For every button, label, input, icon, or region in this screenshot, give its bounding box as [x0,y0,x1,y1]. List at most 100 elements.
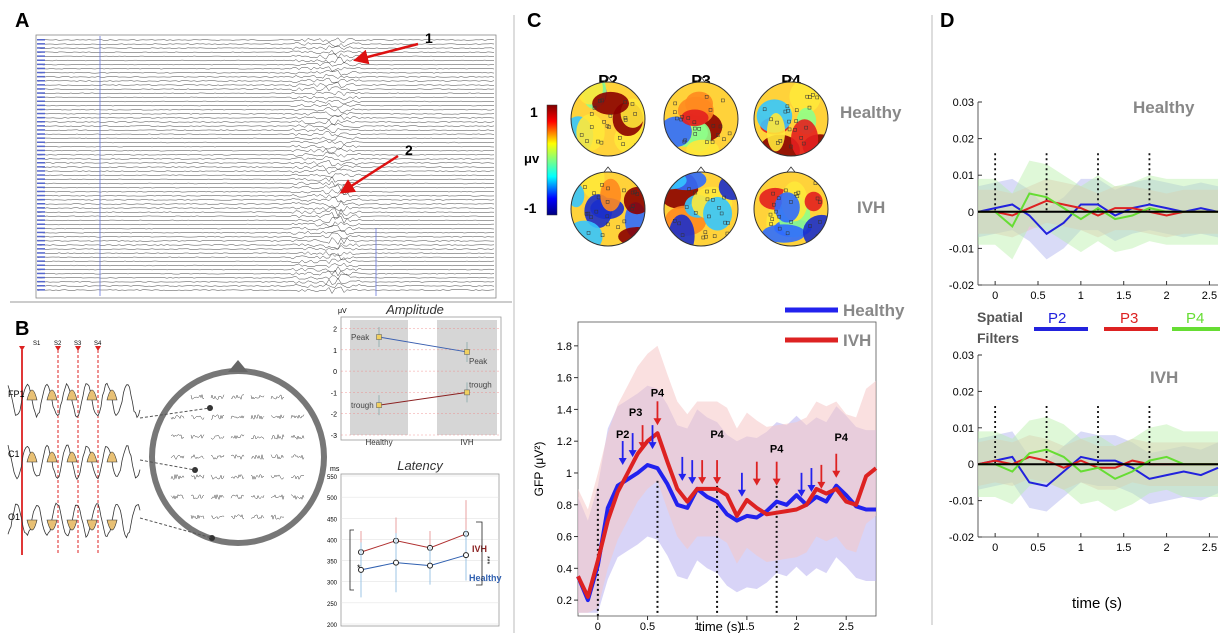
eeg-channel-tag [37,280,45,283]
topo-electrode [716,133,720,137]
latency-point [358,566,364,573]
topo-electrode [680,115,684,119]
eeg-trace [38,111,495,118]
filters-ytick: 0.01 [953,423,974,435]
gfp-peak-label: P4 [710,429,724,441]
topo-outline [663,171,739,247]
eeg-channel-tag [37,96,45,98]
topo-blob [623,186,645,215]
eeg-trace [37,188,495,195]
topoplot-5 [754,172,828,246]
latency-ytick: 400 [327,538,338,544]
topo-electrode [785,104,790,109]
topo-electrode [672,219,677,223]
topo-electrode [722,195,726,200]
topo-electrode [589,112,594,116]
gfp-ytick: 1.6 [557,373,572,385]
filters-line-p4 [978,448,1218,480]
topo-electrode [775,120,779,125]
topo-electrode [684,205,689,209]
scalp-trace [210,394,225,400]
gfp-chart: time (s) GFP (μV²) 0 0.5 1 1.5 2 2.5 0.2 0.4 0.6… [532,301,905,633]
eeg-trace [38,212,495,220]
panel-label-a: A [15,10,29,32]
filters-xtick: 1.5 [1116,542,1131,554]
topoplot-2 [754,82,828,156]
latency-ytick: 200 [327,623,338,629]
eeg-trace [37,139,495,146]
eeg-trace [38,91,494,97]
scalp-trace [190,415,205,420]
topo-blob [600,178,622,212]
eeg-channel-tag [37,289,45,291]
filters-ytick: 0 [968,207,974,219]
topo-electrode [718,124,723,129]
topo-electrode [682,139,687,144]
topo-electrode [693,190,697,195]
topo-electrode [793,128,797,132]
eeg-channel-tag [37,39,45,41]
latency-chart: Latency ms 200 250 300 350 400 450 500 550 IVH He… [327,458,502,629]
gfp-peak-arrowhead [678,473,687,481]
scalp-trace [290,474,305,480]
gfp-band-ivh [578,345,876,613]
eeg-trace [37,73,495,79]
stim-label-s4: S4 [94,341,102,347]
gfp-ytick: 1 [566,468,572,480]
topo-electrode [776,196,781,200]
gfp-xtick: 1 [694,621,700,633]
scalp-trace [230,394,245,401]
topo-electrode [605,214,610,219]
eeg-channel-tag [37,104,45,107]
eeg-trace [37,282,495,288]
topo-electrode [677,221,681,226]
eeg-trace [37,286,495,295]
eeg-channel-tag [37,137,45,139]
eeg-trace [37,144,495,150]
gfp-peak-arrowhead [807,485,816,493]
topo-electrode [783,109,788,114]
amplitude-point-label: Peak [469,357,488,366]
amplitude-line-trough [378,391,468,406]
eeg-channel-tag [37,88,45,90]
eeg-trace [37,159,495,167]
topo-electrode [673,110,677,114]
gfp-peak-arrowhead [688,477,697,485]
eeg-channel-tag [37,153,45,156]
nose-marker [228,360,248,372]
erp-shaded-lobe [66,519,78,531]
erp-shaded-lobe [46,389,58,401]
amplitude-point-label: trough [469,380,492,389]
gfp-peak-label: P4 [770,443,784,455]
eeg-channel-tag [37,260,45,262]
topo-electrode [774,209,778,214]
topo-blob [802,214,828,246]
scalp-trace [250,394,265,400]
topo-electrode [776,141,780,145]
eeg-trace [37,216,495,224]
topo-electrode [799,136,803,140]
legend-label-p4: P4 [1186,310,1204,327]
electrode-label-fp1: FP1 [8,389,25,399]
electrode-dot [209,535,215,541]
eeg-trace [37,102,495,108]
eeg-channel-tag [37,178,45,180]
eeg-trace [38,221,495,228]
topo-outline [570,171,646,247]
topo-row-ivh: IVH [857,198,885,217]
topo-electrode [787,119,791,124]
scalp-trace [170,414,185,420]
topo-electrode [772,202,776,207]
topo-electrode [598,99,602,103]
eeg-channel-tag [37,248,45,250]
erp-shaded-lobe [86,519,98,531]
eeg-channel-tag [37,285,45,287]
topo-electrode [622,219,627,224]
amplitude-band-ivh [437,320,497,435]
topo-electrode [693,132,698,136]
latency-ytick: 550 [327,475,338,481]
topo-electrode [693,211,698,215]
topo-blob [592,91,630,115]
scalp-trace [250,494,265,500]
gfp-peak-arrowhead [737,489,746,497]
